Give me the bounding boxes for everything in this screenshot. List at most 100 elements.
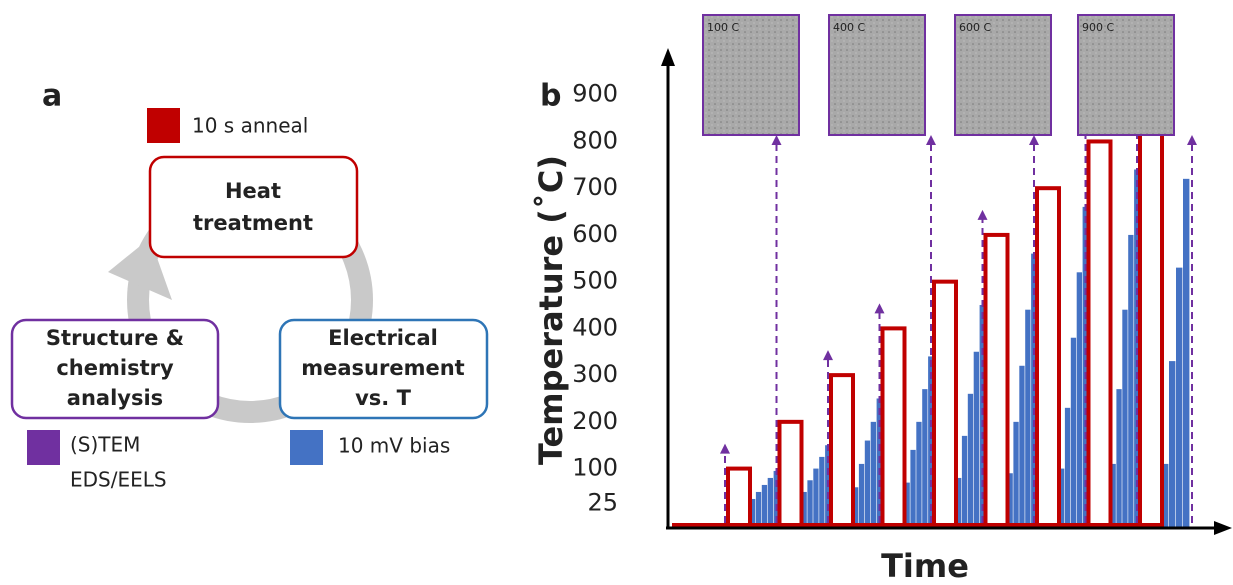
y-tick-label: 25 [587,489,618,517]
anneal-pulse [1086,139,1113,527]
measurement-bar [801,491,807,527]
anneal-pulse [983,232,1010,527]
anneal-pulse [777,419,804,527]
image-marker-arrow [823,350,833,361]
structure-box [10,318,220,420]
y-axis-arrow [661,48,675,66]
anneal-swatch [147,108,180,143]
measurement-bar [1116,389,1122,527]
measurement-bar [1076,272,1082,527]
micrograph [1077,14,1175,136]
anneal-pulse [726,466,752,528]
x-axis-title: Time [881,547,969,585]
anneal-pulse [829,373,855,527]
measurement-bar [870,421,876,527]
y-tick-label: 400 [572,313,618,341]
measurement-bar [1019,365,1025,527]
heat-text: treatment [193,211,313,235]
measurement-bar [916,421,922,527]
y-tick-label: 500 [572,267,618,295]
measurement-bar [922,389,928,527]
anneal-pulse [1035,186,1061,528]
anneal-legend: 10 s anneal [192,114,308,138]
electrical-box [278,318,489,420]
measurement-bar [1070,337,1077,527]
image-marker-arrow [720,443,730,454]
measurement-bar [1169,361,1176,527]
electrical-text: vs. T [355,386,411,410]
measurement-bar [853,487,859,527]
image-marker-arrow [977,209,988,220]
image-marker-arrow [771,135,782,145]
panel-label: a [42,79,62,114]
measurement-bar [858,463,865,527]
measurement-bar [910,449,916,527]
micrograph [954,14,1052,136]
cycle-arrowhead [108,238,172,300]
y-axis-title: Temperature (˚C) [532,155,570,465]
plot [672,69,1197,528]
measurement-bar [755,491,762,527]
electrical-text: Electrical [328,326,438,350]
electrical-text: measurement [301,356,464,380]
measurement-bar [767,477,773,527]
measurement-bar [1162,463,1169,527]
tem-legend: (S)TEM [70,433,140,457]
measurement-bar [956,477,962,527]
structure-text: Structure & [46,326,184,350]
x-axis-arrow [1214,521,1232,535]
measurement-bar [967,393,974,527]
micrograph [702,14,800,136]
y-tick-label: 100 [572,454,618,482]
tem-legend: EDS/EELS [70,468,167,492]
measurement-bar [1128,234,1134,528]
measurement-bar [1025,309,1031,527]
measurement-bar [904,482,910,527]
image-marker-arrow [926,135,936,145]
measurement-bar [1176,267,1183,527]
heat-box [148,155,359,259]
micrograph [828,14,926,136]
measurement-bar [1110,463,1116,527]
micrograph-label: 100 C [707,21,739,34]
y-tick-label: 600 [572,220,618,248]
y-tick-label: 700 [572,173,618,201]
measurement-bar [979,305,985,527]
measurement-bar [961,435,968,527]
anneal-pulse [880,326,907,527]
measurement-bar [1059,468,1065,527]
y-tick-label: 200 [572,407,618,435]
image-marker-arrow [1187,135,1197,145]
measurement-bar [864,440,871,527]
structure-text: analysis [67,386,163,410]
y-tick-label: 900 [572,80,618,108]
measurement-bar [807,480,813,527]
micrograph-label: 600 C [959,21,991,34]
micrograph-label: 900 C [1082,21,1114,34]
measurement-bar [973,351,979,527]
measurement-bar [1013,421,1019,527]
image-marker-arrow [874,303,885,314]
measurement-bar [813,468,819,527]
measurement-bar [819,456,825,527]
y-tick-label: 300 [572,360,618,388]
panel-label: b [540,79,561,114]
micrograph-label: 400 C [833,21,865,34]
anneal-pulse [1138,92,1164,527]
bias-swatch [290,430,323,465]
anneal-pulse [932,279,958,527]
heat-text: Heat [225,179,281,203]
image-marker-arrow [1029,135,1039,145]
bias-legend: 10 mV bias [338,434,450,458]
measurement-bar [750,498,756,527]
measurement-bar [1122,309,1128,527]
tem-swatch [27,430,60,465]
structure-text: chemistry [56,356,174,380]
measurement-bar [928,356,934,527]
y-tick-label: 800 [572,126,618,154]
measurement-bar [1007,473,1013,527]
measurement-bar [1183,178,1190,527]
measurement-bar [761,484,768,527]
